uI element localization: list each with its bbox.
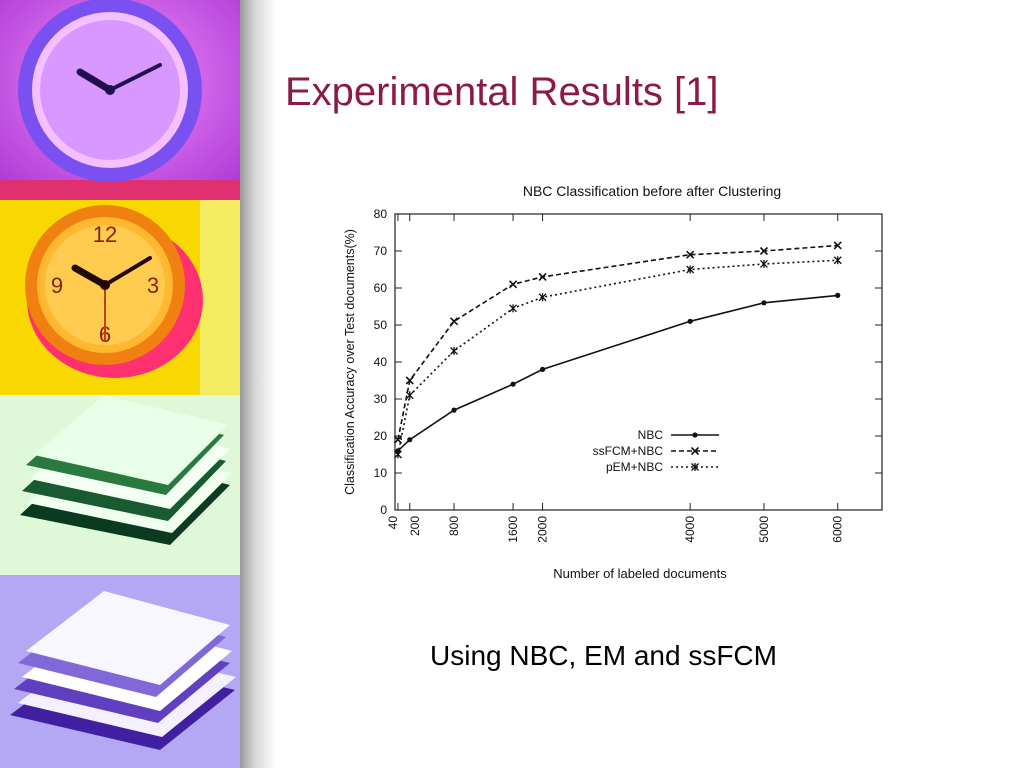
y-tick-label: 80 xyxy=(374,207,388,221)
data-point xyxy=(687,318,693,324)
data-point xyxy=(510,381,516,387)
chart-svg: NBC Classification before after Clusteri… xyxy=(343,183,883,581)
y-tick-label: 30 xyxy=(374,392,388,406)
data-point xyxy=(686,250,695,259)
x-tick-label: 6000 xyxy=(831,516,845,543)
data-point-stroke xyxy=(690,446,700,456)
data-point-stroke xyxy=(449,317,459,326)
data-point xyxy=(449,317,459,326)
x-tick-label: 4000 xyxy=(683,516,697,543)
data-point xyxy=(538,293,547,302)
data-point-stroke xyxy=(508,280,518,289)
data-point xyxy=(538,272,547,281)
data-point xyxy=(509,304,518,313)
data-point-stroke xyxy=(393,435,403,444)
series-line xyxy=(397,294,838,452)
data-point xyxy=(508,280,518,289)
accuracy-chart: NBC Classification before after Clusteri… xyxy=(330,172,895,592)
data-point xyxy=(393,450,402,459)
clock-icon xyxy=(18,0,202,182)
data-point xyxy=(405,376,414,385)
y-tick-label: 70 xyxy=(374,244,388,258)
x-tick-label: 1600 xyxy=(506,516,520,543)
data-point-stroke xyxy=(759,246,769,256)
y-tick-label: 50 xyxy=(374,318,388,332)
clock-icon: 12 3 6 9 xyxy=(25,205,203,378)
data-point-stroke xyxy=(833,241,842,250)
legend-label: NBC xyxy=(638,428,664,442)
svg-text:9: 9 xyxy=(51,273,63,298)
data-point-stroke xyxy=(538,272,547,281)
data-point xyxy=(686,265,695,274)
data-point xyxy=(691,463,699,471)
data-point xyxy=(692,432,698,438)
y-tick-label: 20 xyxy=(374,429,388,443)
purple-clock-photo xyxy=(0,0,240,200)
green-books-photo xyxy=(0,395,240,575)
series-ssfcm-nbc xyxy=(393,241,842,444)
books-icon xyxy=(20,395,232,545)
sidebar-shadow xyxy=(240,0,276,768)
slide-caption: Using NBC, EM and ssFCM xyxy=(430,640,777,671)
data-point xyxy=(450,346,458,355)
data-point xyxy=(407,437,413,443)
data-point xyxy=(835,292,841,298)
data-point-stroke xyxy=(405,376,414,385)
legend-label: ssFCM+NBC xyxy=(593,444,664,458)
y-tick-label: 0 xyxy=(380,503,387,517)
data-point xyxy=(451,407,457,413)
series-line xyxy=(397,244,838,440)
series-nbc xyxy=(395,292,841,454)
series-line xyxy=(397,259,838,455)
x-tick-label: 200 xyxy=(408,516,422,536)
books-icon xyxy=(10,591,236,750)
data-point-stroke xyxy=(686,250,695,259)
svg-text:3: 3 xyxy=(147,273,159,298)
violet-books-photo xyxy=(0,575,240,768)
y-tick-label: 10 xyxy=(374,466,388,480)
x-axis-label: Number of labeled documents xyxy=(553,566,727,581)
legend-label: pEM+NBC xyxy=(606,460,663,474)
data-point xyxy=(759,246,769,256)
series-pem-nbc xyxy=(393,256,842,459)
data-point xyxy=(833,256,842,265)
x-tick-label: 5000 xyxy=(757,516,771,543)
chart-title: NBC Classification before after Clusteri… xyxy=(523,183,781,199)
x-tick-label: 2000 xyxy=(536,516,550,543)
slide-title: Experimental Results [1] xyxy=(285,70,719,114)
yellow-clock-photo: 12 3 6 9 xyxy=(0,200,240,395)
chart-legend: NBC ssFCM+NBC pEM+NBC xyxy=(593,428,719,474)
x-tick-label: 40 xyxy=(386,516,400,530)
y-tick-label: 60 xyxy=(374,281,388,295)
svg-text:12: 12 xyxy=(93,222,117,247)
data-point xyxy=(393,435,403,444)
data-point xyxy=(759,259,768,268)
x-tick-label: 800 xyxy=(447,516,461,536)
y-tick-label: 40 xyxy=(374,355,388,369)
y-axis-label: Classification Accuracy over Test docume… xyxy=(343,229,357,495)
data-point xyxy=(405,391,414,400)
sidebar-photo-strip: 12 3 6 9 xyxy=(0,0,240,768)
data-point xyxy=(833,241,842,250)
plot-area: 0 10 20 30 40 50 60 70 80 40 200 800 1600 2000 4000 500… xyxy=(374,207,883,543)
data-point xyxy=(539,366,546,372)
data-point xyxy=(690,446,700,456)
data-point xyxy=(761,300,767,306)
